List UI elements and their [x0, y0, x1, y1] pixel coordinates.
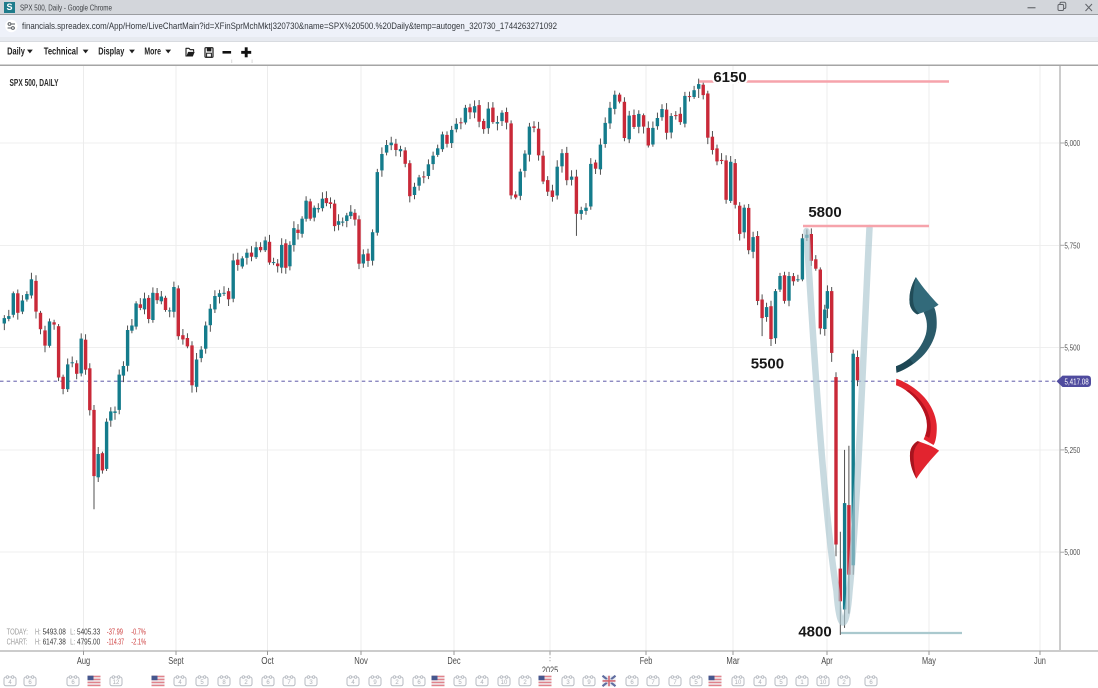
svg-text:financials.spreadex.com/App/Ho: financials.spreadex.com/App/Home/LiveCha…	[22, 21, 557, 31]
svg-text:Oct: Oct	[261, 656, 274, 667]
svg-text:4: 4	[8, 680, 12, 686]
svg-text:7: 7	[287, 680, 291, 686]
svg-text:Aug: Aug	[77, 656, 90, 667]
svg-text:10: 10	[735, 680, 742, 686]
svg-text:Mar: Mar	[726, 656, 740, 667]
svg-text:-2.1%: -2.1%	[131, 637, 146, 646]
svg-text:6,000: 6,000	[1064, 138, 1080, 148]
svg-text:5,000: 5,000	[1064, 547, 1080, 557]
svg-text:May: May	[922, 656, 936, 667]
svg-text:4: 4	[178, 680, 182, 686]
svg-text:Display: Display	[98, 45, 124, 57]
svg-text:More: More	[144, 45, 161, 57]
svg-text:2: 2	[842, 680, 846, 686]
svg-text:5500: 5500	[751, 356, 784, 373]
svg-text:6147.38: 6147.38	[43, 637, 67, 646]
svg-text:Apr: Apr	[821, 656, 833, 667]
svg-text:6: 6	[28, 680, 32, 686]
svg-text:5,250: 5,250	[1064, 445, 1080, 455]
svg-text:5: 5	[779, 680, 783, 686]
svg-text:Sept: Sept	[168, 656, 184, 667]
svg-text:H:: H:	[35, 627, 41, 636]
svg-text:4795.00: 4795.00	[77, 637, 101, 646]
svg-text:6: 6	[266, 680, 270, 686]
svg-text:5800: 5800	[808, 204, 841, 221]
svg-text:L:: L:	[70, 637, 75, 646]
svg-text:Daily: Daily	[7, 45, 25, 57]
svg-text:10: 10	[501, 680, 508, 686]
svg-text:4: 4	[758, 680, 762, 686]
svg-text:3: 3	[566, 680, 570, 686]
svg-text:2: 2	[523, 680, 527, 686]
svg-text:-37.99: -37.99	[107, 627, 123, 636]
svg-text:6: 6	[869, 680, 873, 686]
svg-text:5,500: 5,500	[1064, 343, 1080, 353]
svg-text:Feb: Feb	[640, 656, 653, 667]
svg-text:-0.7%: -0.7%	[131, 627, 146, 636]
svg-text:5: 5	[694, 680, 698, 686]
svg-text:Nov: Nov	[354, 656, 368, 667]
svg-text:5,750: 5,750	[1064, 240, 1080, 250]
svg-text:6150: 6150	[713, 69, 746, 86]
svg-text:9: 9	[373, 680, 377, 686]
svg-text:6: 6	[630, 680, 634, 686]
svg-text:5: 5	[200, 680, 204, 686]
svg-text:1: 1	[800, 680, 804, 686]
svg-text:9: 9	[587, 680, 591, 686]
svg-text:5: 5	[458, 680, 462, 686]
svg-text:SPX 500, Daily - Google Chrome: SPX 500, Daily - Google Chrome	[20, 3, 112, 13]
svg-text:4800: 4800	[798, 624, 831, 641]
svg-text:Technical: Technical	[44, 45, 78, 57]
svg-text:7: 7	[651, 680, 655, 686]
svg-text:2: 2	[395, 680, 399, 686]
svg-text:L:: L:	[70, 627, 75, 636]
svg-text:SPX 500, DAILY: SPX 500, DAILY	[10, 78, 59, 89]
svg-text:2025: 2025	[542, 666, 559, 673]
svg-text:H:: H:	[35, 637, 41, 646]
svg-text:6: 6	[417, 680, 421, 686]
svg-text:TODAY:: TODAY:	[7, 627, 28, 636]
svg-text:3: 3	[309, 680, 313, 686]
svg-text:Jun: Jun	[1034, 656, 1046, 667]
svg-text:4: 4	[480, 680, 484, 686]
svg-text:5405.33: 5405.33	[77, 627, 101, 636]
svg-text:10: 10	[820, 680, 827, 686]
svg-text:8: 8	[222, 680, 226, 686]
svg-text:6: 6	[71, 680, 75, 686]
svg-text:-114.37: -114.37	[107, 637, 125, 646]
svg-text:5493.08: 5493.08	[43, 627, 67, 636]
svg-text:CHART:: CHART:	[7, 637, 28, 646]
svg-text:5,417.08: 5,417.08	[1065, 377, 1090, 386]
svg-text:12: 12	[113, 680, 120, 686]
svg-text:2: 2	[244, 680, 248, 686]
svg-text:Dec: Dec	[447, 656, 460, 667]
svg-text:4: 4	[351, 680, 355, 686]
svg-text:7: 7	[673, 680, 677, 686]
